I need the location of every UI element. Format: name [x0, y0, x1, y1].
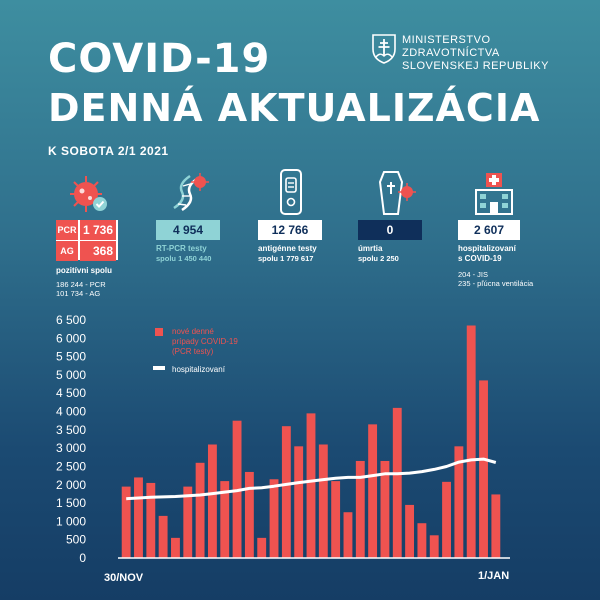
legend-cases-swatch	[155, 328, 163, 336]
y-tick-label: 6 000	[56, 331, 86, 345]
y-tick-label: 1 500	[56, 496, 86, 510]
case-bar	[318, 444, 328, 558]
case-bar	[183, 486, 193, 558]
hospital-label-2: s COVID-19	[458, 254, 502, 263]
cases-chart: 6 500 6 000 5 500 5 000 4 500 4 000 3 500 3 000…	[56, 313, 510, 584]
deaths-total: spolu 2 250	[358, 254, 399, 263]
virus-check-icon	[70, 176, 107, 212]
case-bar	[368, 424, 378, 558]
y-tick-label: 3 500	[56, 423, 86, 437]
case-bar	[479, 380, 488, 558]
case-bar	[454, 446, 464, 558]
pcr-tag: PCR	[56, 220, 78, 240]
legend-hospital-swatch	[153, 366, 165, 370]
x-end-label: 1/JAN	[478, 570, 509, 582]
ministry-line-2: ZDRAVOTNÍCTVA	[402, 47, 500, 59]
case-bar	[220, 481, 230, 558]
case-bar	[121, 486, 131, 558]
case-bar	[158, 515, 168, 558]
antigen-test-icon	[280, 169, 302, 215]
y-tick-label: 4 500	[56, 386, 86, 400]
case-bar	[355, 460, 365, 558]
case-bar	[392, 407, 402, 558]
hospital-ventilation: 235 - pľúcna ventilácia	[458, 279, 534, 288]
case-bar	[491, 494, 501, 558]
case-bar	[134, 477, 143, 558]
case-bar	[306, 413, 316, 558]
report-date: K SOBOTA 2/1 2021	[48, 144, 169, 158]
case-bar	[294, 446, 304, 558]
hospital-box: 2 607	[458, 220, 520, 240]
title-line-1: COVID-19	[48, 36, 271, 82]
y-tick-label: 0	[79, 551, 86, 565]
pcr-value: 1 736	[80, 220, 116, 240]
ag-value: 368	[80, 241, 116, 261]
positive-ag-total: 101 734 - AG	[56, 289, 101, 298]
case-bar	[269, 479, 279, 558]
dna-virus-icon	[173, 173, 209, 212]
legend-hospital-label: hospitalizovaní	[172, 365, 226, 374]
case-bar	[207, 444, 217, 558]
case-bar	[281, 426, 291, 558]
coffin-virus-icon	[378, 171, 416, 215]
antigen-box: 12 766	[258, 220, 322, 240]
hospitalized-line	[126, 457, 497, 501]
y-tick-label: 3 000	[56, 441, 86, 455]
y-tick-label: 4 000	[56, 405, 86, 419]
rtpcr-box: 4 954	[156, 220, 220, 240]
hospital-icu: 204 - JIS	[458, 270, 489, 279]
rtpcr-total: spolu 1 450 440	[156, 254, 212, 263]
hospital-label-1: hospitalizovaní	[458, 244, 516, 253]
case-bar	[343, 512, 353, 558]
antigen-label: antigénne testy	[258, 244, 317, 253]
case-bar	[380, 460, 390, 558]
positive-box: PCR 1 736 AG 368	[56, 220, 118, 261]
case-bar	[466, 325, 476, 558]
ministry-line-3: SLOVENSKEJ REPUBLIKY	[402, 60, 549, 72]
positive-pcr-total: 186 244 - PCR	[56, 280, 106, 289]
case-bar	[171, 537, 180, 558]
antigen-total: spolu 1 779 617	[258, 254, 314, 263]
y-tick-label: 6 500	[56, 313, 86, 327]
y-tick-label: 5 000	[56, 368, 86, 382]
title-line-2: DENNÁ AKTUALIZÁCIA	[48, 86, 541, 130]
y-tick-label: 2 000	[56, 478, 86, 492]
case-bar	[429, 535, 439, 558]
slovak-crest-icon	[372, 34, 396, 64]
ministry-line-1: MINISTERSTVO	[402, 34, 491, 46]
positive-label: pozitívni spolu	[56, 266, 112, 275]
y-tick-label: 500	[66, 533, 86, 547]
rtpcr-label: RT-PCR testy	[156, 244, 207, 253]
ag-tag: AG	[56, 241, 78, 261]
legend-cases-label: nové denné prípady COVID-19 (PCR testy)	[172, 327, 240, 356]
case-bar	[244, 471, 254, 558]
case-bar	[257, 537, 267, 558]
case-bar	[331, 481, 341, 558]
hospital-icon	[475, 173, 513, 215]
deaths-box: 0	[358, 220, 422, 240]
y-tick-label: 2 500	[56, 459, 86, 473]
y-tick-label: 5 500	[56, 350, 86, 364]
x-start-label: 30/NOV	[104, 572, 144, 584]
case-bar	[442, 481, 451, 558]
case-bar	[405, 504, 415, 558]
deaths-label: úmrtia	[358, 244, 383, 253]
case-bar	[195, 462, 205, 558]
case-bar	[146, 482, 156, 558]
case-bar	[417, 523, 427, 558]
y-tick-label: 1 000	[56, 514, 86, 528]
